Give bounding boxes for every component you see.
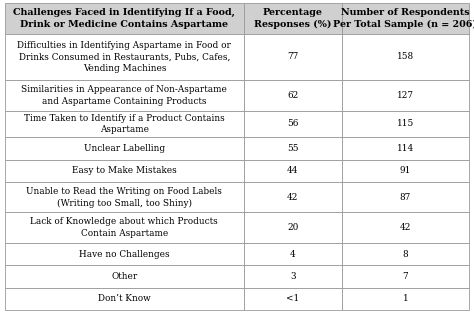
- Bar: [341, 265, 469, 288]
- Text: 77: 77: [287, 53, 298, 61]
- Bar: [244, 212, 341, 243]
- Bar: [244, 80, 341, 111]
- Bar: [341, 243, 469, 265]
- Text: Unable to Read the Writing on Food Labels
(Writing too Small, too Shiny): Unable to Read the Writing on Food Label…: [27, 187, 222, 208]
- Text: Unclear Labelling: Unclear Labelling: [84, 144, 165, 153]
- Bar: [341, 111, 469, 137]
- Text: 55: 55: [287, 144, 299, 153]
- Bar: [5, 111, 244, 137]
- Bar: [244, 182, 341, 212]
- Text: 42: 42: [287, 192, 299, 202]
- Text: 158: 158: [397, 53, 414, 61]
- Text: <1: <1: [286, 294, 300, 303]
- Bar: [341, 288, 469, 310]
- Bar: [244, 243, 341, 265]
- Text: 87: 87: [400, 192, 411, 202]
- Text: 4: 4: [290, 249, 296, 259]
- Bar: [341, 80, 469, 111]
- Bar: [341, 33, 469, 80]
- Text: 62: 62: [287, 91, 298, 100]
- Bar: [244, 3, 341, 33]
- Text: Other: Other: [111, 272, 137, 281]
- Text: 56: 56: [287, 120, 299, 129]
- Bar: [5, 182, 244, 212]
- Text: 127: 127: [397, 91, 414, 100]
- Text: 42: 42: [400, 223, 411, 232]
- Bar: [5, 3, 244, 33]
- Text: Similarities in Appearance of Non-Aspartame
and Aspartame Containing Products: Similarities in Appearance of Non-Aspart…: [21, 85, 228, 106]
- Bar: [341, 3, 469, 33]
- Bar: [341, 160, 469, 182]
- Text: 114: 114: [397, 144, 414, 153]
- Text: Challenges Faced in Identifying If a Food,
Drink or Medicine Contains Aspartame: Challenges Faced in Identifying If a Foo…: [13, 8, 235, 29]
- Text: 1: 1: [402, 294, 408, 303]
- Text: 3: 3: [290, 272, 296, 281]
- Bar: [244, 111, 341, 137]
- Bar: [5, 160, 244, 182]
- Text: 8: 8: [402, 249, 408, 259]
- Text: Time Taken to Identify if a Product Contains
Aspartame: Time Taken to Identify if a Product Cont…: [24, 114, 225, 134]
- Bar: [5, 265, 244, 288]
- Bar: [5, 137, 244, 160]
- Bar: [5, 212, 244, 243]
- Text: Number of Respondents
Per Total Sample (n = 206): Number of Respondents Per Total Sample (…: [333, 8, 474, 29]
- Bar: [341, 212, 469, 243]
- Bar: [341, 182, 469, 212]
- Bar: [5, 243, 244, 265]
- Text: 7: 7: [402, 272, 408, 281]
- Text: 115: 115: [397, 120, 414, 129]
- Text: Easy to Make Mistakes: Easy to Make Mistakes: [72, 166, 177, 175]
- Text: 44: 44: [287, 166, 299, 175]
- Text: Lack of Knowledge about which Products
Contain Aspartame: Lack of Knowledge about which Products C…: [30, 217, 218, 238]
- Bar: [244, 265, 341, 288]
- Bar: [5, 33, 244, 80]
- Bar: [244, 33, 341, 80]
- Bar: [244, 160, 341, 182]
- Text: Have no Challenges: Have no Challenges: [79, 249, 170, 259]
- Text: Percentage
Responses (%): Percentage Responses (%): [254, 8, 331, 29]
- Text: 91: 91: [400, 166, 411, 175]
- Text: Don’t Know: Don’t Know: [98, 294, 151, 303]
- Text: 20: 20: [287, 223, 299, 232]
- Text: Difficulties in Identifying Aspartame in Food or
Drinks Consumed in Restaurants,: Difficulties in Identifying Aspartame in…: [18, 41, 231, 73]
- Bar: [244, 288, 341, 310]
- Bar: [5, 80, 244, 111]
- Bar: [341, 137, 469, 160]
- Bar: [244, 137, 341, 160]
- Bar: [5, 288, 244, 310]
